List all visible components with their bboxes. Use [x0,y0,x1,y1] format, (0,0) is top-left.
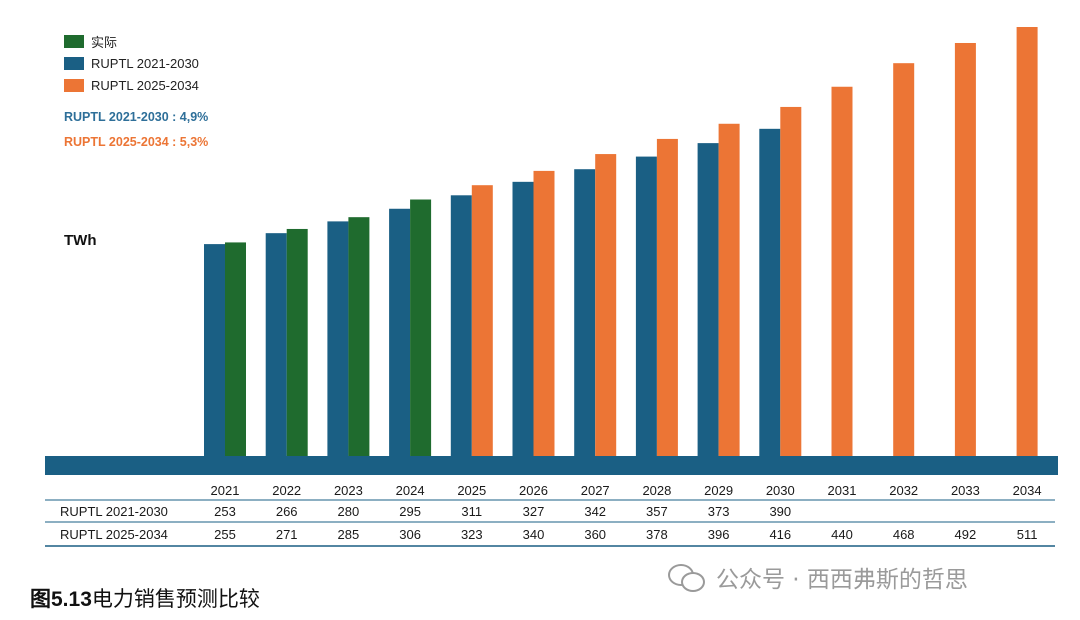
bar-chart: 2021 2022 2023 2024 2025 2026 2027 2028 2029 2030… [45,27,1058,547]
table-year-2021: 2021 [211,483,240,498]
bar-actual-2021 [225,242,246,457]
table-cell: 255 [214,527,236,542]
table-year-2032: 2032 [889,483,918,498]
bar-ruptl-2025-2033 [954,42,976,458]
legend-label-ruptl-2025: RUPTL 2025-2034 [91,77,199,93]
bar-ruptl-2021-2026 [512,181,534,457]
bar-actual-2024 [410,199,432,458]
table-year-2024: 2024 [396,483,425,498]
bar-actual-2022 [286,228,308,457]
bar-ruptl-2021-2027 [574,169,596,457]
legend-label-actual: 实际 [91,34,118,50]
table-cell: 390 [769,504,791,519]
table-row-label: RUPTL 2025-2034 [60,527,168,542]
bar-ruptl-2021-2023 [327,221,349,457]
table-year-2027: 2027 [581,483,610,498]
bar-ruptl-2025-2032 [893,63,915,457]
table-year-2029: 2029 [704,483,733,498]
table-year-2034: 2034 [1013,483,1042,498]
table-cell: 378 [646,527,668,542]
unit-label: TWh [64,232,97,249]
x-axis-band [45,456,1058,475]
bar-actual-2023 [348,217,370,457]
cagr-ruptl-2021: RUPTL 2021-2030 : 4,9% [64,110,209,124]
table-cell: 253 [214,504,236,519]
bar-ruptl-2021-2021 [204,244,225,457]
bar-ruptl-2021-2029 [697,143,719,457]
table-cell: 295 [399,504,421,519]
bar-ruptl-2025-2034 [1016,27,1038,457]
table-cell: 416 [769,527,791,542]
table-year-2023: 2023 [334,483,363,498]
table-year-2033: 2033 [951,483,980,498]
table-cell: 357 [646,504,668,519]
bar-ruptl-2025-2030 [780,106,802,458]
table-row-label: RUPTL 2021-2030 [60,504,168,519]
legend-label-ruptl-2021: RUPTL 2021-2030 [91,55,199,71]
table-cell: 360 [584,527,606,542]
bar-ruptl-2021-2030 [759,128,781,458]
table-cell: 340 [523,527,545,542]
watermark-text: 公众号 · 西西弗斯的哲思 [716,567,968,593]
table-cell: 511 [1017,527,1038,542]
bar-ruptl-2025-2026 [533,170,555,457]
legend-swatch-actual [64,34,84,48]
table-cell: 266 [276,504,298,519]
bar-ruptl-2021-2022 [265,233,287,457]
table-year-2028: 2028 [642,483,671,498]
bar-ruptl-2025-2029 [718,123,740,458]
table-year-2025: 2025 [457,483,486,498]
table-cell: 271 [276,527,298,542]
bar-ruptl-2021-2025 [450,195,472,457]
cagr-ruptl-2025: RUPTL 2025-2034 : 5,3% [64,135,209,149]
legend-swatch-ruptl-2021 [64,56,84,70]
bar-ruptl-2025-2028 [656,138,678,458]
watermark: 公众号 · 西西弗斯的哲思 [668,560,968,594]
figure-number: 图5.13 [30,588,92,611]
table-cell: 373 [708,504,730,519]
table-cell: 492 [955,527,977,542]
table-cell: 311 [461,504,482,519]
figure-title: 电力销售预测比较 [91,587,260,611]
table-cell: 396 [708,527,730,542]
chat-bubble-icon [668,562,706,592]
table-cell: 306 [399,527,421,542]
bar-ruptl-2021-2028 [635,156,657,457]
legend-swatch-ruptl-2025 [64,78,84,92]
table-year-2031: 2031 [828,483,857,498]
table-cell: 468 [893,527,915,542]
table-cell: 280 [338,504,360,519]
table-cell: 342 [584,504,606,519]
figure-caption: 图5.13电力销售预测比较 [30,583,260,613]
bar-ruptl-2021-2024 [389,208,411,457]
table-year-2030: 2030 [766,483,795,498]
legend-item-ruptl-2021: RUPTL 2021-2030 [64,52,199,74]
table-year-2026: 2026 [519,483,548,498]
legend: 实际 RUPTL 2021-2030 RUPTL 2025-2034 [64,30,199,96]
legend-item-ruptl-2025: RUPTL 2025-2034 [64,74,199,96]
legend-item-actual: 实际 [64,30,199,52]
bar-ruptl-2025-2025 [471,185,493,457]
table-year-2022: 2022 [272,483,301,498]
table-cell: 327 [523,504,545,519]
table-cell: 285 [338,527,360,542]
table-cell: 323 [461,527,483,542]
bar-ruptl-2025-2027 [595,154,617,457]
table-cell: 440 [831,527,853,542]
bar-ruptl-2025-2031 [831,86,853,457]
